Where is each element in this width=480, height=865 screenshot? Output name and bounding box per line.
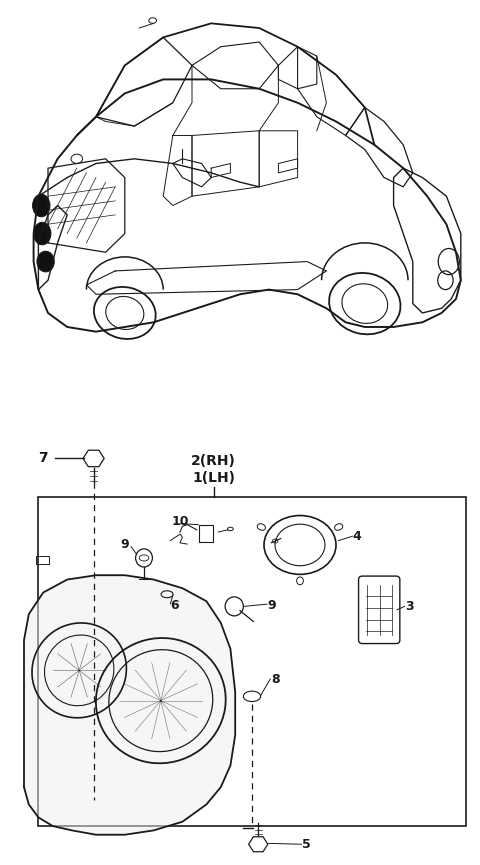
Text: 8: 8 [271,672,280,686]
Ellipse shape [33,195,50,217]
Text: 4: 4 [353,529,361,543]
Text: 9: 9 [268,599,276,612]
Text: 9: 9 [120,538,129,552]
Text: 7: 7 [38,452,48,465]
Bar [199,524,213,541]
Bar [36,555,49,565]
Polygon shape [24,575,235,835]
Text: 1(LH): 1(LH) [192,471,235,485]
Text: 2(RH): 2(RH) [191,453,236,468]
Bar [38,497,466,826]
Ellipse shape [37,252,54,272]
Text: 5: 5 [302,837,311,851]
FancyBboxPatch shape [359,576,400,644]
Text: 6: 6 [170,599,179,612]
Ellipse shape [34,222,51,245]
Text: 10: 10 [171,515,189,528]
Text: 3: 3 [406,599,414,613]
